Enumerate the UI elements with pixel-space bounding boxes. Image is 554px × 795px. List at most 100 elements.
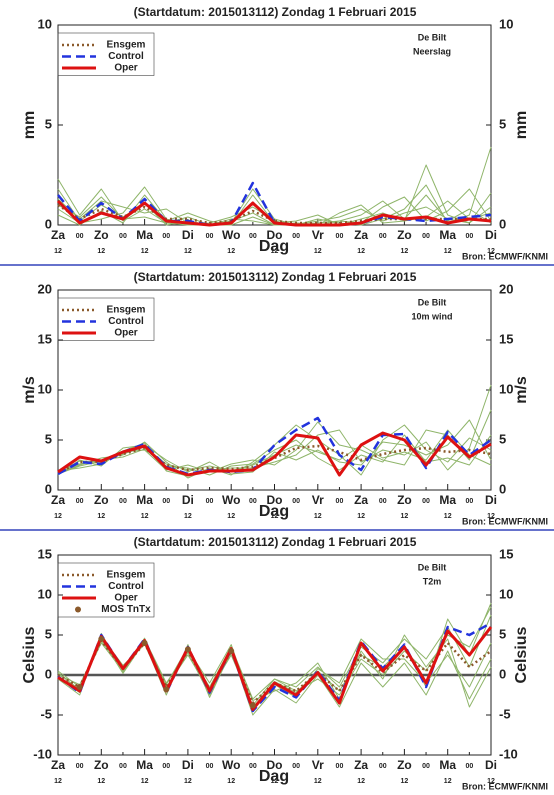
x-tick-label: Ma <box>136 758 153 772</box>
ensemble-member-line <box>57 419 492 476</box>
x-tick-label: Wo <box>222 228 240 242</box>
x-tick-label: Zo <box>397 493 412 507</box>
legend-label: Oper <box>114 593 137 604</box>
location-label: De Bilt <box>418 562 447 572</box>
series-line <box>57 444 492 475</box>
y2-tick-label: 20 <box>499 281 513 296</box>
y-tick-label: 5 <box>45 116 52 131</box>
x-tick-label: 00 <box>162 233 170 240</box>
x-tick-label: 00 <box>336 233 344 240</box>
x-tick-sublabel: 12 <box>227 248 235 255</box>
location-label: De Bilt <box>418 297 447 307</box>
x-tick-sublabel: 12 <box>227 513 235 520</box>
chart-title: (Startdatum: 2015013112) Zondag 1 Februa… <box>134 5 417 19</box>
x-tick-label: 00 <box>206 498 214 505</box>
x-tick-label: Vr <box>312 228 324 242</box>
series-line <box>57 431 492 477</box>
series-line <box>56 199 492 227</box>
y-tick-label: -10 <box>33 746 52 761</box>
y-axis-label: m/s <box>21 376 38 404</box>
mos-point <box>163 686 170 693</box>
x-tick-label: 00 <box>249 498 257 505</box>
x-tick-label: 00 <box>465 498 473 505</box>
y2-tick-label: 10 <box>499 16 513 31</box>
y2-tick-label: 10 <box>499 586 513 601</box>
y2-tick-label: 5 <box>499 431 506 446</box>
x-tick-label: 00 <box>206 763 214 770</box>
x-tick-label: 00 <box>119 233 127 240</box>
y2-axis-label: Celsius <box>513 626 530 683</box>
x-tick-sublabel: 12 <box>401 248 409 255</box>
x-tick-label: Di <box>485 228 497 242</box>
x-tick-sublabel: 12 <box>184 248 192 255</box>
x-tick-label: Za <box>354 758 368 772</box>
y-tick-label: 10 <box>38 586 52 601</box>
variable-label: T2m <box>423 576 442 586</box>
legend-label: Oper <box>114 63 137 74</box>
x-tick-label: 00 <box>162 498 170 505</box>
x-tick-sublabel: 12 <box>184 513 192 520</box>
legend-box <box>57 297 155 341</box>
y2-tick-label: 0 <box>499 216 506 231</box>
x-tick-label: Ma <box>136 493 153 507</box>
source-note: Bron: ECMWF/KNMI <box>462 251 548 261</box>
mos-point <box>184 646 191 653</box>
x-tick-label: 00 <box>465 233 473 240</box>
x-tick-sublabel: 12 <box>357 248 365 255</box>
x-tick-sublabel: 12 <box>97 778 105 785</box>
mos-point <box>141 640 148 646</box>
x-tick-label: Za <box>354 493 368 507</box>
location-label: De Bilt <box>418 32 447 42</box>
y-tick-label: 0 <box>45 481 52 496</box>
x-tick-label: Zo <box>94 228 109 242</box>
x-tick-sublabel: 12 <box>97 248 105 255</box>
source-note: Bron: ECMWF/KNMI <box>462 516 548 526</box>
mos-point <box>76 684 83 690</box>
x-axis-label: Dag <box>259 503 289 520</box>
x-tick-label: Do <box>267 493 283 507</box>
x-tick-label: 00 <box>76 233 84 240</box>
x-tick-sublabel: 12 <box>97 513 105 520</box>
y2-axis-label: mm <box>513 111 530 139</box>
y2-tick-label: 15 <box>499 546 513 561</box>
y-tick-label: 5 <box>45 626 52 641</box>
y-tick-label: 10 <box>38 381 52 396</box>
x-tick-label: Ma <box>439 758 456 772</box>
x-tick-label: 00 <box>249 763 257 770</box>
series-line <box>57 626 493 711</box>
x-tick-label: Di <box>182 493 194 507</box>
x-tick-label: 00 <box>379 233 387 240</box>
series-line <box>57 639 492 705</box>
x-tick-label: Za <box>51 493 65 507</box>
x-tick-label: 00 <box>336 498 344 505</box>
y-tick-label: -5 <box>40 706 52 721</box>
x-tick-label: 00 <box>422 763 430 770</box>
x-tick-label: 00 <box>292 498 300 505</box>
y2-tick-label: -10 <box>499 746 518 761</box>
x-tick-label: 00 <box>119 763 127 770</box>
y-tick-label: 20 <box>38 281 52 296</box>
x-tick-label: Ma <box>439 493 456 507</box>
x-tick-label: 00 <box>336 763 344 770</box>
legend-box <box>57 32 155 76</box>
x-tick-label: 00 <box>292 233 300 240</box>
y2-tick-label: 15 <box>499 331 513 346</box>
x-tick-label: Do <box>267 758 283 772</box>
mos-point <box>228 648 235 654</box>
y2-tick-label: 0 <box>499 481 506 496</box>
x-tick-sublabel: 12 <box>54 778 62 785</box>
variable-label: Neerslag <box>413 46 451 56</box>
x-tick-sublabel: 12 <box>401 778 409 785</box>
legend-box <box>57 562 155 618</box>
x-tick-label: Ma <box>136 228 153 242</box>
x-tick-label: 00 <box>162 763 170 770</box>
x-tick-sublabel: 12 <box>401 513 409 520</box>
x-tick-sublabel: 12 <box>184 778 192 785</box>
x-tick-label: 00 <box>76 498 84 505</box>
x-tick-sublabel: 12 <box>444 248 452 255</box>
x-tick-label: 00 <box>206 233 214 240</box>
x-tick-label: Di <box>485 758 497 772</box>
x-tick-label: 00 <box>249 233 257 240</box>
x-tick-sublabel: 12 <box>487 513 495 520</box>
